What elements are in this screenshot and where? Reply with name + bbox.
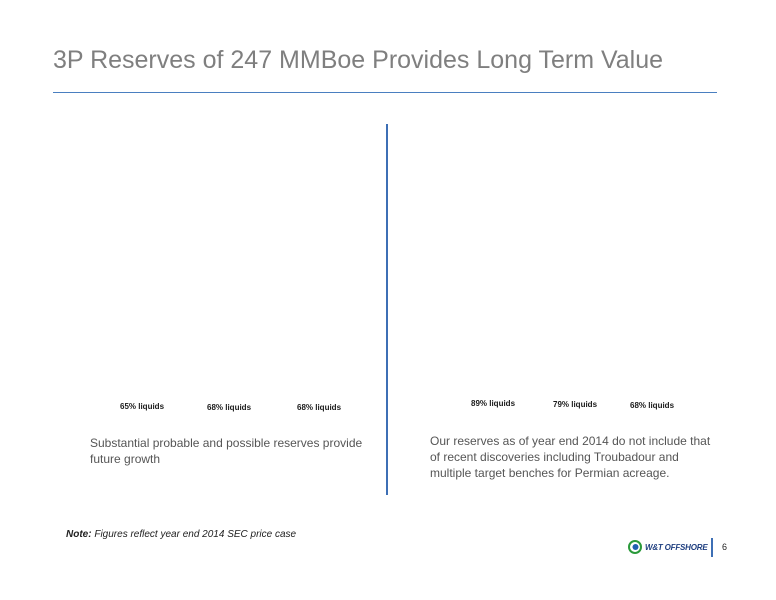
page-title: 3P Reserves of 247 MMBoe Provides Long T… bbox=[53, 46, 664, 74]
left-caption-line-1: Substantial probable and possible reserv… bbox=[90, 436, 363, 450]
right-liquids-label-2: 79% liquids bbox=[553, 400, 598, 409]
footnote-label: Note: bbox=[66, 529, 92, 540]
footnote-text: Figures reflect year end 2014 SEC price … bbox=[94, 529, 297, 540]
right-caption: Our reserves as of year end 2014 do not … bbox=[430, 433, 730, 481]
logo-swirl-icon bbox=[628, 540, 642, 554]
page-number: 6 bbox=[722, 542, 728, 552]
right-caption-line-3: multiple target benches for Permian acre… bbox=[430, 466, 670, 480]
title-rule bbox=[53, 92, 717, 93]
left-caption-line-2: future growth bbox=[90, 452, 161, 466]
right-liquids-label-1: 89% liquids bbox=[471, 399, 516, 408]
company-logo: W&T OFFSHORE bbox=[628, 539, 708, 555]
footnote: Note: Figures reflect year end 2014 SEC … bbox=[66, 529, 296, 540]
logo-text: W&T OFFSHORE bbox=[645, 542, 708, 552]
right-caption-line-2: of recent discoveries including Troubado… bbox=[430, 450, 679, 464]
left-caption: Substantial probable and possible reserv… bbox=[90, 435, 380, 467]
left-liquids-label-2: 68% liquids bbox=[207, 403, 252, 412]
footer-rule bbox=[711, 538, 713, 557]
left-liquids-label-3: 68% liquids bbox=[297, 403, 342, 412]
right-liquids-label-3: 68% liquids bbox=[630, 401, 675, 410]
left-liquids-label-1: 65% liquids bbox=[120, 402, 165, 411]
right-caption-line-1: Our reserves as of year end 2014 do not … bbox=[430, 434, 711, 448]
panel-divider bbox=[386, 124, 388, 495]
